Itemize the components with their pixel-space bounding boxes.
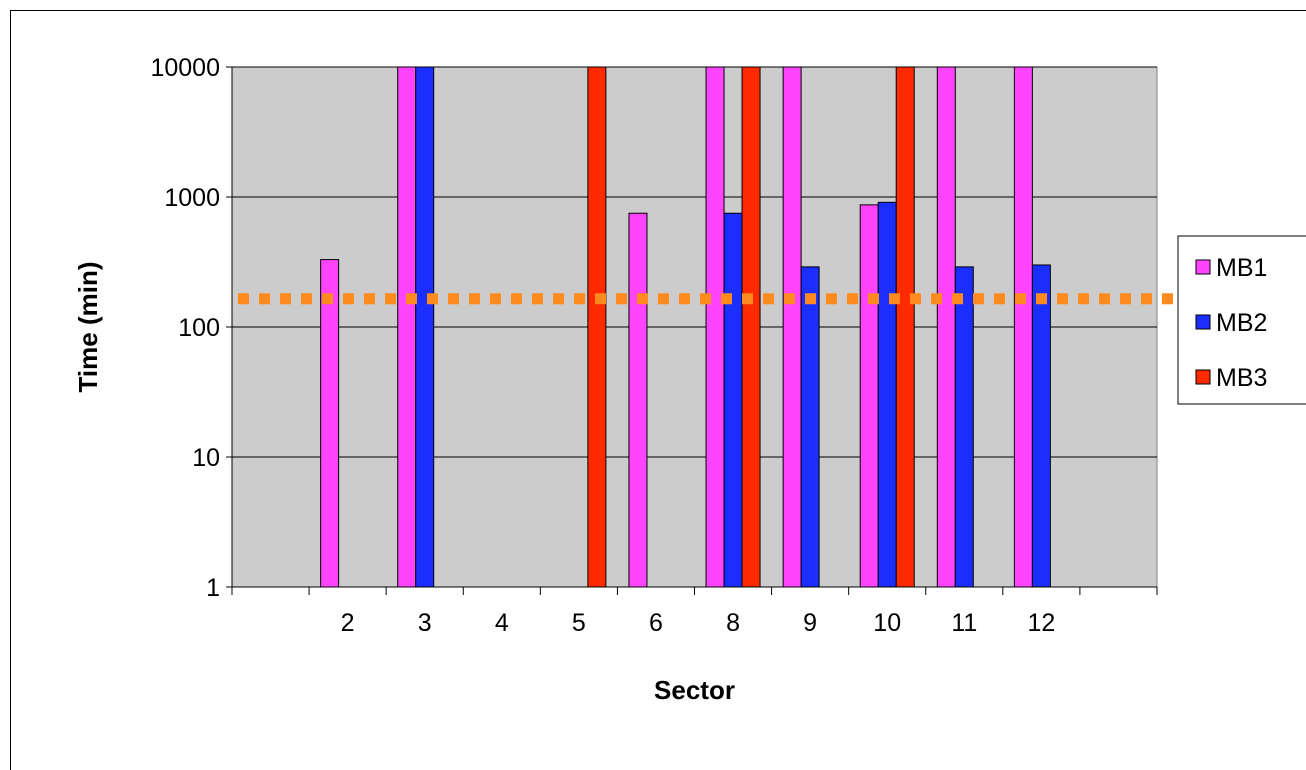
bar-mb3	[587, 66, 607, 588]
bar-mb2	[877, 201, 897, 588]
bar-mb3	[895, 66, 915, 588]
y-tick-label: 10	[192, 444, 220, 472]
x-tick-label: 8	[726, 609, 740, 637]
bar-mb1	[705, 66, 725, 588]
x-tick-label: 10	[873, 609, 901, 637]
bars	[320, 66, 1051, 588]
y-tick-label: 10000	[150, 54, 220, 82]
bar-chart: 1 10 100 1000 10000 2 3 4 5 6 8 9 10 11 12 Time (min)…	[73, 54, 1306, 705]
legend-swatch-mb2	[1195, 314, 1211, 330]
bar-mb1	[320, 259, 340, 588]
bar-mb2	[800, 266, 820, 588]
legend-label-mb1: MB1	[1216, 254, 1267, 282]
y-tick-label: 1000	[164, 184, 220, 212]
legend-label-mb2: MB2	[1216, 309, 1267, 337]
x-tick-label: 11	[951, 609, 977, 637]
x-tick-label: 6	[649, 609, 663, 637]
x-tick-label: 12	[1027, 609, 1055, 637]
bar-mb1	[782, 66, 802, 588]
legend: MB1 MB2 MB3	[1177, 235, 1306, 405]
legend-swatch-mb1	[1195, 259, 1211, 275]
bar-mb2	[415, 66, 435, 588]
bar-mb2	[723, 212, 743, 588]
bar-mb2	[954, 266, 974, 588]
bar-mb2	[1031, 264, 1051, 588]
x-tick-labels: 2 3 4 5 6 8 9 10 11 12	[341, 609, 1056, 637]
legend-swatch-mb3	[1195, 369, 1211, 385]
legend-label-mb3: MB3	[1216, 364, 1267, 392]
y-tick-label: 1	[206, 574, 220, 602]
bar-mb1	[1013, 66, 1033, 588]
bar-mb3	[741, 66, 761, 588]
bar-mb1	[859, 204, 879, 588]
y-axis-title: Time (min)	[73, 262, 103, 393]
x-tick-label: 9	[803, 609, 817, 637]
x-tick-label: 2	[341, 609, 355, 637]
chart-frame	[10, 10, 1306, 770]
x-tick-label: 5	[572, 609, 586, 637]
bar-mb1	[397, 66, 417, 588]
x-tick-label: 4	[495, 609, 509, 637]
bar-mb1	[628, 212, 648, 588]
y-tick-labels: 1 10 100 1000 10000	[150, 54, 220, 602]
x-axis-title: Sector	[654, 675, 735, 705]
bar-mb1	[936, 66, 956, 588]
axes	[226, 66, 1158, 595]
y-tick-label: 100	[178, 314, 220, 342]
x-tick-label: 3	[418, 609, 432, 637]
